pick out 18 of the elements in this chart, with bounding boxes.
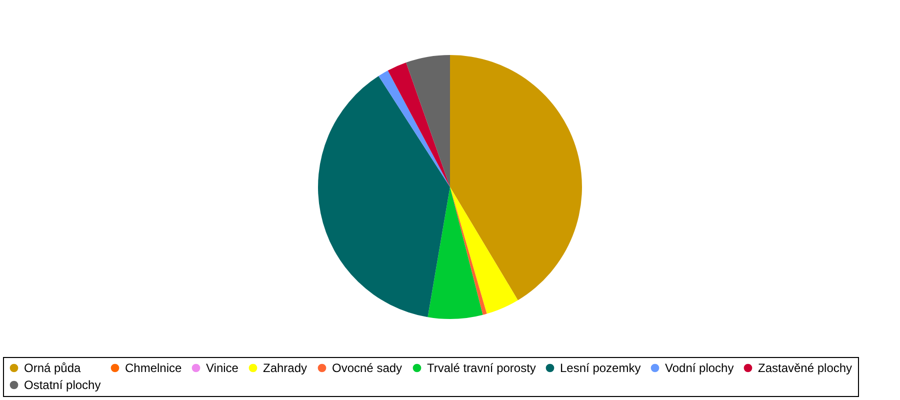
legend-label: Chmelnice [125,361,182,375]
pie-slice [406,55,450,187]
legend-label: Orná půda [24,361,82,375]
pie-slice [388,62,450,187]
legend-label: Zastavěné plochy [758,361,852,375]
pie-slice [450,187,518,314]
legend-label: Lesní pozemky [560,361,641,375]
legend-label: Ovocné sady [332,361,402,375]
legend-label: Vodní plochy [665,361,734,375]
legend-label: Zahrady [263,361,308,375]
legend-label: Ostatní plochy [24,378,101,392]
legend-label: Vinice [206,361,239,375]
pie-slice [450,187,487,315]
legend-label: Trvalé travní porosty [427,361,536,375]
pie-slice [428,187,483,319]
pie-slice [318,76,450,318]
pie-slice [378,70,450,187]
pie-slice [450,55,582,300]
